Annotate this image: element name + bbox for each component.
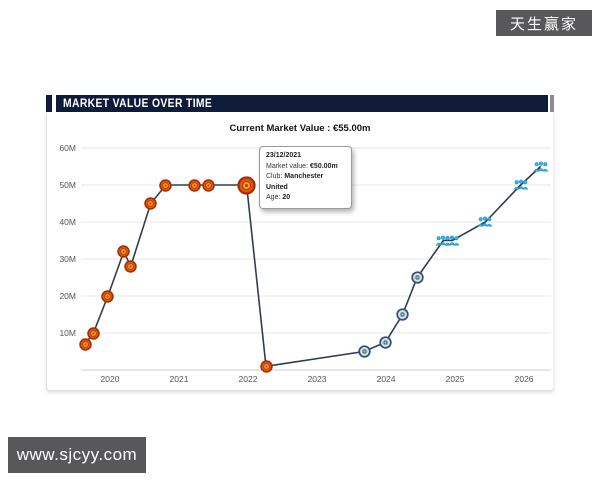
y-tick-label: 20M bbox=[59, 291, 76, 301]
man-united-crest-icon[interactable] bbox=[187, 178, 201, 192]
man-united-crest-icon[interactable] bbox=[237, 175, 256, 195]
y-tick-label: 10M bbox=[59, 328, 76, 338]
man-united-crest-icon[interactable] bbox=[144, 197, 157, 210]
getafe-crest-icon[interactable] bbox=[410, 271, 424, 284]
watermark-bottom-left-text: www.sjcyy.com bbox=[16, 445, 138, 464]
man-united-crest-icon[interactable] bbox=[124, 260, 137, 273]
market-value-tooltip: 23/12/2021 Market value: €50.00m Club: Man… bbox=[259, 146, 352, 209]
watermark-bottom-left: www.sjcyy.com bbox=[8, 437, 146, 473]
getafe-crest-icon[interactable] bbox=[379, 336, 392, 349]
marseille-crest-icon[interactable] bbox=[477, 216, 493, 228]
man-united-crest-icon[interactable] bbox=[159, 178, 173, 192]
market-value-plot: 23/12/2021 Market value: €50.00m Club: Man… bbox=[47, 112, 553, 390]
tooltip-club: Manchester United bbox=[266, 173, 324, 191]
tooltip-market-value: €50.00m bbox=[310, 162, 338, 170]
tooltip-age-label: Age: bbox=[266, 194, 281, 201]
watermark-top-right-text: 天生赢家 bbox=[509, 15, 578, 33]
man-united-crest-icon[interactable] bbox=[259, 360, 273, 373]
panel-title: MARKET VALUE OVER TIME bbox=[63, 97, 213, 110]
tooltip-market-value-row: Market value: €50.00m bbox=[266, 162, 345, 173]
tooltip-market-value-label: Market value: bbox=[266, 162, 309, 170]
tooltip-club-row: Club: Manchester United bbox=[266, 172, 345, 193]
y-tick-label: 50M bbox=[59, 180, 76, 190]
x-tick-label: 2024 bbox=[376, 374, 396, 384]
marseille-crest-icon[interactable] bbox=[444, 235, 460, 247]
marseille-crest-icon[interactable] bbox=[533, 161, 549, 173]
watermark-top-right: 天生赢家 bbox=[496, 10, 592, 36]
tooltip-date: 23/12/2021 bbox=[266, 152, 302, 159]
getafe-crest-icon[interactable] bbox=[357, 345, 371, 358]
header-accent-right bbox=[550, 95, 554, 112]
chart-card-body: Current Market Value : €55.00m 23/12/202… bbox=[46, 112, 554, 391]
man-united-crest-icon[interactable] bbox=[87, 326, 100, 340]
man-united-crest-icon[interactable] bbox=[78, 337, 92, 351]
man-united-crest-icon[interactable] bbox=[202, 178, 215, 192]
market-value-chart bbox=[81, 147, 551, 371]
x-tick-label: 2025 bbox=[445, 374, 465, 384]
man-united-crest-icon[interactable] bbox=[101, 289, 115, 303]
tooltip-age-row: Age: 20 bbox=[266, 193, 345, 204]
x-tick-label: 2023 bbox=[307, 374, 327, 384]
y-tick-label: 60M bbox=[59, 143, 76, 153]
current-market-value-label: Current Market Value : €55.00m bbox=[229, 123, 371, 134]
header-bar: MARKET VALUE OVER TIME bbox=[56, 95, 548, 112]
tooltip-club-label: Club: bbox=[266, 173, 283, 180]
x-tick-label: 2021 bbox=[169, 374, 189, 384]
header-accent-left bbox=[46, 95, 52, 112]
marseille-crest-icon[interactable] bbox=[513, 179, 529, 191]
y-tick-label: 40M bbox=[59, 217, 76, 227]
man-united-crest-icon[interactable] bbox=[117, 245, 131, 258]
x-tick-label: 2020 bbox=[100, 374, 120, 384]
panel-header: MARKET VALUE OVER TIME bbox=[46, 95, 554, 112]
tooltip-age: 20 bbox=[282, 194, 291, 201]
market-value-panel: MARKET VALUE OVER TIME Current Market Va… bbox=[46, 95, 554, 391]
x-tick-label: 2022 bbox=[238, 374, 258, 384]
x-tick-label: 2026 bbox=[514, 374, 534, 384]
y-tick-label: 30M bbox=[59, 254, 76, 264]
getafe-crest-icon[interactable] bbox=[396, 308, 409, 321]
